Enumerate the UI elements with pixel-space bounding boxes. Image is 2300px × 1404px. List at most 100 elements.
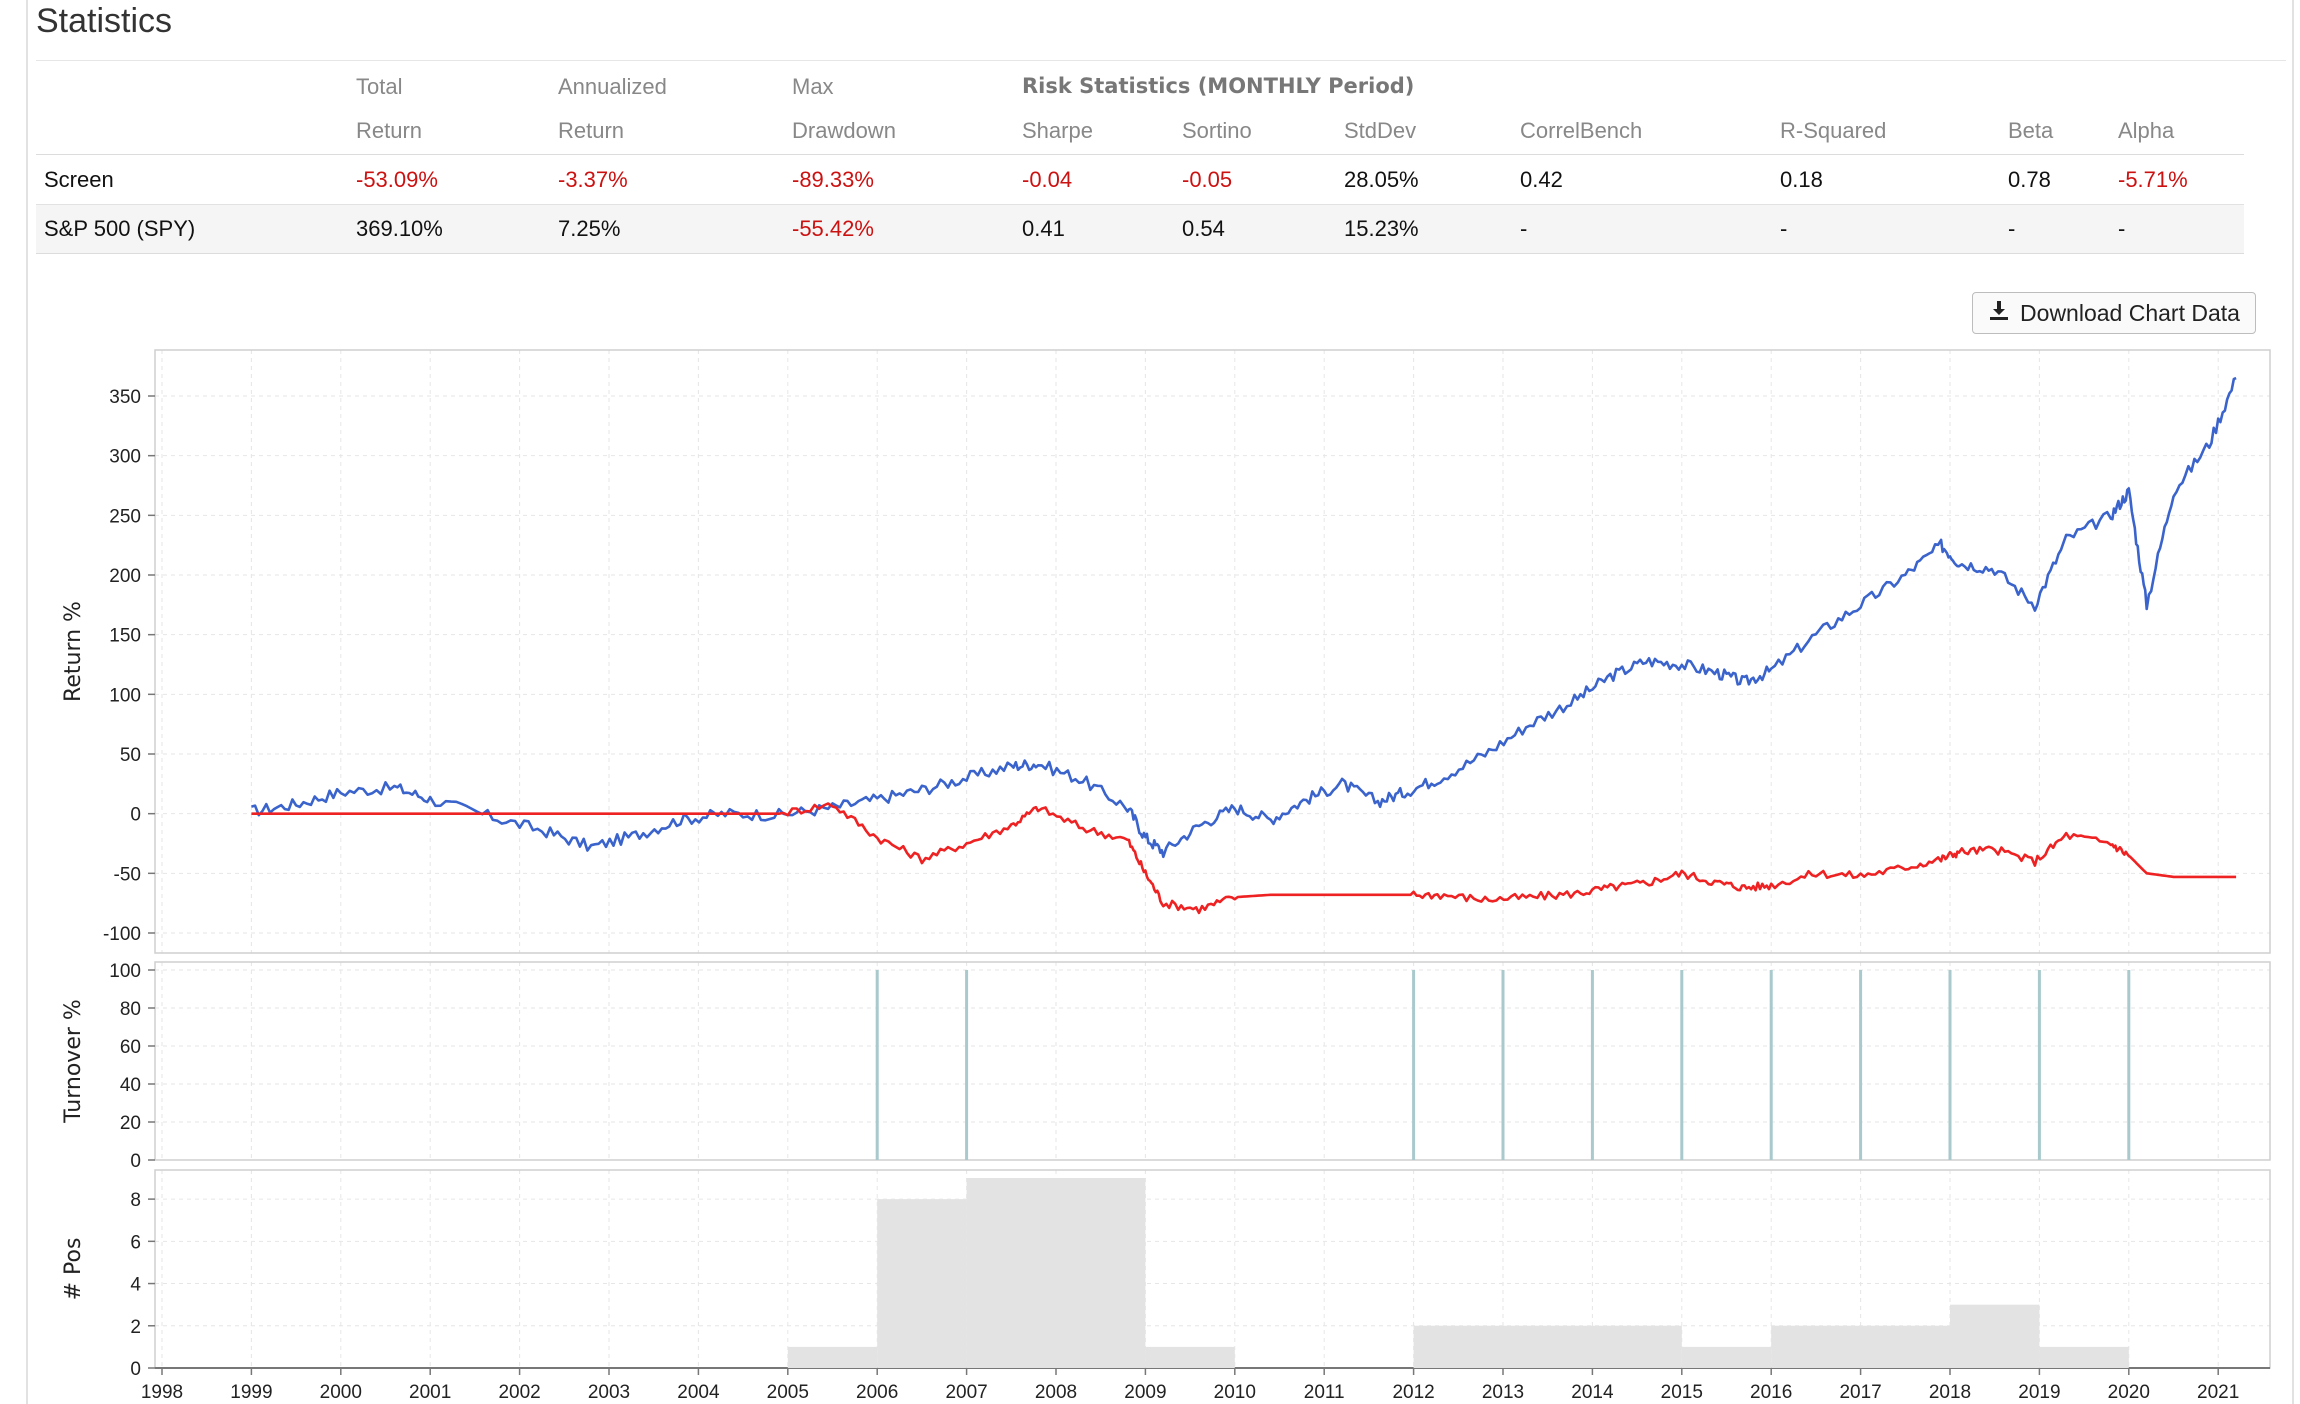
download-icon — [1988, 299, 2010, 327]
y-tick-label: 50 — [120, 745, 141, 766]
table-row: S&P 500 (SPY) 369.10% 7.25% -55.42% 0.41… — [36, 205, 2244, 254]
row-name: S&P 500 (SPY) — [44, 216, 196, 241]
download-chart-data-button[interactable]: Download Chart Data — [1972, 292, 2256, 334]
cell-stddev: 28.05% — [1344, 167, 1419, 192]
header-divider — [36, 154, 2244, 155]
x-tick-label: 1999 — [230, 1382, 272, 1403]
turnover-bar — [1501, 970, 1505, 1160]
y-tick-label: 20 — [120, 1113, 141, 1134]
x-tick-label: 2017 — [1839, 1382, 1881, 1403]
turnover-bar — [1859, 970, 1863, 1160]
positions-bar — [1950, 1304, 2040, 1368]
x-tick-label: 2009 — [1124, 1382, 1166, 1403]
x-tick-label: 2019 — [2018, 1382, 2060, 1403]
benchmark-return-line — [251, 376, 2237, 859]
y-axis-label: Return % — [61, 601, 86, 702]
table-row: Screen -53.09% -3.37% -89.33% -0.04 -0.0… — [36, 156, 2244, 205]
x-tick-label: 2000 — [320, 1382, 362, 1403]
y-tick-label: 200 — [109, 566, 141, 587]
x-tick-label: 1998 — [141, 1382, 183, 1403]
cell-alpha: -5.71% — [2118, 167, 2188, 192]
chart-axis-labels: Return % Turnover % # Pos — [61, 601, 86, 1300]
positions-bar — [2039, 1346, 2129, 1368]
turnover-bar — [965, 970, 969, 1160]
header-sharpe: Sharpe — [1022, 118, 1093, 143]
cell-sharpe: 0.41 — [1022, 216, 1065, 241]
y-tick-label: 100 — [109, 961, 141, 982]
x-tick-label: 2012 — [1392, 1382, 1434, 1403]
turnover-bar — [1590, 970, 1594, 1160]
x-tick-label: 2014 — [1571, 1382, 1614, 1403]
header-risk-statistics: Risk Statistics (MONTHLY Period) — [1022, 74, 1415, 98]
y-tick-label: 100 — [109, 685, 141, 706]
x-tick-label: 2007 — [945, 1382, 987, 1403]
x-tick-label: 2008 — [1035, 1382, 1077, 1403]
y-axis-label: # Pos — [61, 1238, 86, 1301]
y-tick-label: 40 — [120, 1075, 141, 1096]
header-annualized-return: Return — [558, 118, 625, 143]
header-alpha: Alpha — [2118, 118, 2175, 143]
y-tick-label: 6 — [130, 1232, 141, 1253]
cell-max-drawdown: -55.42% — [792, 216, 874, 241]
header-total: Total — [356, 74, 403, 99]
cell-total-return: -53.09% — [356, 167, 438, 192]
return-lines — [251, 376, 2237, 915]
x-tick-label: 2021 — [2197, 1382, 2239, 1403]
positions-bar — [966, 1178, 1146, 1368]
turnover-bar — [1948, 970, 1952, 1160]
cell-sortino: 0.54 — [1182, 216, 1225, 241]
x-tick-label: 2016 — [1750, 1382, 1792, 1403]
title-divider — [36, 60, 2286, 61]
y-tick-label: 2 — [130, 1317, 141, 1338]
positions-bar — [1771, 1325, 1950, 1368]
y-tick-label: -100 — [103, 924, 141, 945]
cell-stddev: 15.23% — [1344, 216, 1419, 241]
header-r-squared: R-Squared — [1780, 118, 1887, 143]
y-tick-label: 250 — [109, 506, 141, 527]
cell-total-return: 369.10% — [356, 216, 443, 241]
turnover-bar — [1412, 970, 1416, 1160]
download-button-label: Download Chart Data — [2020, 299, 2240, 326]
x-tick-label: 2015 — [1661, 1382, 1703, 1403]
chart-panel-frame — [154, 349, 2271, 954]
chart-panel-frame — [154, 961, 2271, 1161]
header-annualized: Annualized — [558, 74, 667, 99]
y-tick-label: 0 — [130, 805, 141, 826]
header-drawdown: Drawdown — [792, 118, 896, 143]
x-tick-label: 2010 — [1214, 1382, 1256, 1403]
header-beta: Beta — [2008, 118, 2054, 143]
turnover-bar — [2037, 970, 2041, 1160]
x-tick-label: 2004 — [677, 1382, 720, 1403]
positions-bar — [1413, 1325, 1682, 1368]
turnover-bar — [1680, 970, 1684, 1160]
left-border — [26, 0, 28, 1404]
cell-annualized-return: -3.37% — [558, 167, 628, 192]
cell-max-drawdown: -89.33% — [792, 167, 874, 192]
y-axis-label: Turnover % — [61, 999, 86, 1124]
turnover-bar — [1769, 970, 1773, 1160]
y-tick-label: 80 — [120, 999, 141, 1020]
x-tick-label: 2006 — [856, 1382, 898, 1403]
y-tick-label: 350 — [109, 387, 141, 408]
header-row-2: Return Return Drawdown Sharpe Sortino St… — [36, 118, 2244, 152]
cell-r-squared: 0.18 — [1780, 167, 1823, 192]
chart-gridlines — [155, 350, 2270, 1369]
cell-beta: - — [2008, 216, 2016, 241]
cell-beta: 0.78 — [2008, 167, 2051, 192]
x-tick-label: 2001 — [409, 1382, 451, 1403]
y-tick-label: 150 — [109, 626, 141, 647]
cell-correlbench: 0.42 — [1520, 167, 1563, 192]
x-tick-label: 2011 — [1304, 1382, 1345, 1403]
header-row-1: Total Annualized Max Risk Statistics (MO… — [36, 74, 2244, 108]
x-tick-label: 2018 — [1929, 1382, 1971, 1403]
turnover-bar — [2127, 970, 2131, 1160]
y-tick-label: 4 — [130, 1275, 141, 1296]
turnover-bars — [875, 970, 2131, 1160]
cell-sortino: -0.05 — [1182, 167, 1233, 192]
header-max: Max — [792, 74, 834, 99]
x-tick-label: 2002 — [498, 1382, 540, 1403]
x-tick-label: 2020 — [2108, 1382, 2150, 1403]
header-stddev: StdDev — [1344, 118, 1417, 143]
turnover-bar — [875, 970, 879, 1160]
